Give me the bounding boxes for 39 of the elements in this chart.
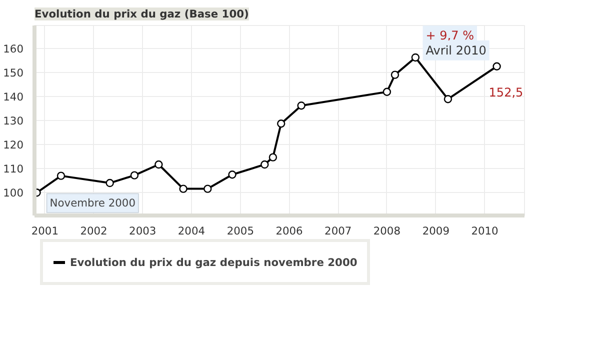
point <box>56 172 66 180</box>
x-tick-label: 2006 <box>276 224 304 238</box>
y-tick-label: 130 <box>3 114 24 128</box>
point <box>130 171 139 180</box>
data-label: 152,5 <box>488 85 524 100</box>
point <box>154 160 163 169</box>
point <box>268 153 278 162</box>
chart-title: Evolution du prix du gaz (Base 100) <box>34 8 249 20</box>
annotation: + 9,7 % <box>426 28 474 42</box>
point <box>390 70 400 79</box>
y-tick-label: 160 <box>3 42 24 56</box>
point <box>277 120 286 128</box>
point <box>297 101 306 110</box>
point <box>492 62 501 70</box>
point <box>228 170 236 179</box>
y-tick-label: 120 <box>3 138 24 152</box>
point <box>204 184 212 193</box>
x-tick-label: 2005 <box>226 224 254 238</box>
x-tick-label: 2010 <box>471 224 499 238</box>
x-tick-label: 2002 <box>80 224 108 238</box>
y-tick-label: 150 <box>3 66 24 80</box>
annotation: Avril 2010 <box>426 43 486 58</box>
x-tick-label: 2009 <box>422 224 450 238</box>
annotation: Novembre 2000 <box>50 196 136 210</box>
point <box>106 178 114 188</box>
legend-label: Evolution du prix du gaz depuis novembre 2000 <box>70 256 358 268</box>
x-tick-label: 2008 <box>373 224 401 238</box>
point <box>411 53 420 62</box>
point <box>260 160 269 169</box>
point <box>382 88 392 96</box>
y-tick-label: 140 <box>3 90 24 104</box>
x-tick-label: 2004 <box>178 224 206 238</box>
point <box>179 184 188 193</box>
x-tick-label: 2001 <box>31 224 58 238</box>
x-tick-label: 2007 <box>324 224 352 238</box>
y-tick-label: 110 <box>3 162 24 176</box>
point <box>444 95 452 104</box>
y-tick-label: 100 <box>3 186 24 200</box>
x-tick-label: 2003 <box>129 224 156 238</box>
